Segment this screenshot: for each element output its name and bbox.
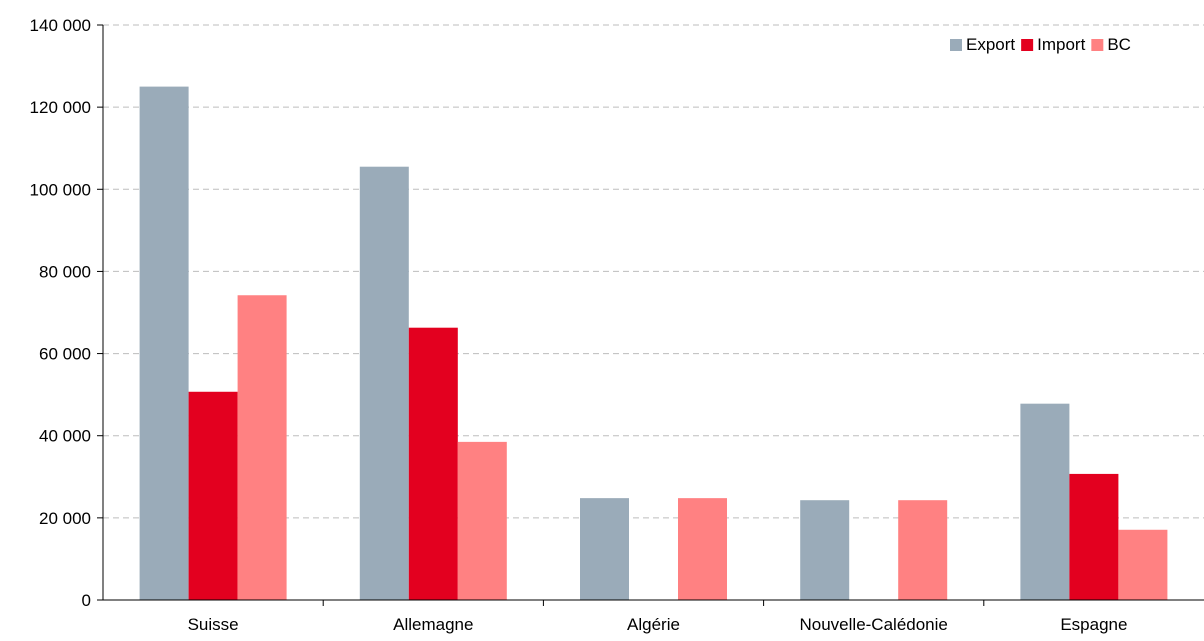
bar-export-algerie: [580, 498, 629, 600]
bar-bc-nouvelle-caledonie: [898, 500, 948, 600]
bar-export-allemagne: [359, 166, 409, 601]
y-tick-label: 60 000: [39, 345, 91, 364]
bar-import-allemagne: [408, 327, 458, 600]
bar-bc-algerie: [678, 498, 727, 600]
x-category-label-espagne: Espagne: [1060, 615, 1127, 634]
axes: [97, 24, 1204, 606]
y-tick-label: 0: [82, 591, 91, 610]
legend-swatch-export: [950, 39, 962, 51]
y-tick-label: 80 000: [39, 262, 91, 281]
legend-label-bc: BC: [1107, 35, 1131, 54]
bar-export-nouvelle-caledonie: [800, 500, 850, 600]
x-axis-category-labels: Suisse Allemagne Algérie Nouvelle-Calédonie…: [188, 615, 1128, 634]
y-tick-label: 100 000: [30, 180, 91, 199]
x-category-label-suisse: Suisse: [188, 615, 239, 634]
legend-swatch-bc: [1091, 39, 1104, 51]
bars: [139, 86, 1168, 601]
y-tick-label: 40 000: [39, 427, 91, 446]
x-category-label-allemagne: Allemagne: [393, 615, 473, 634]
legend-label-export: Export: [966, 35, 1015, 54]
legend-label-import: Import: [1037, 35, 1085, 54]
bar-import-suisse: [188, 391, 238, 600]
x-category-label-nouvelle-caledonie: Nouvelle-Calédonie: [800, 615, 948, 634]
bar-bc-allemagne: [457, 441, 507, 600]
bar-export-suisse: [139, 86, 189, 601]
y-axis-tick-labels: 0 20 000 40 000 60 000 80 000 100 000 120 000 1…: [30, 16, 91, 610]
legend-swatch-import: [1021, 39, 1034, 51]
y-tick-label: 120 000: [30, 98, 91, 117]
y-tick-label: 20 000: [39, 509, 91, 528]
bar-import-espagne: [1069, 473, 1119, 600]
bar-bc-suisse: [237, 295, 287, 600]
bar-export-espagne: [1020, 403, 1070, 600]
legend: Export Import BC: [950, 35, 1131, 54]
y-tick-label: 140 000: [30, 16, 91, 35]
bar-bc-espagne: [1118, 529, 1168, 600]
x-category-label-algerie: Algérie: [627, 615, 680, 634]
